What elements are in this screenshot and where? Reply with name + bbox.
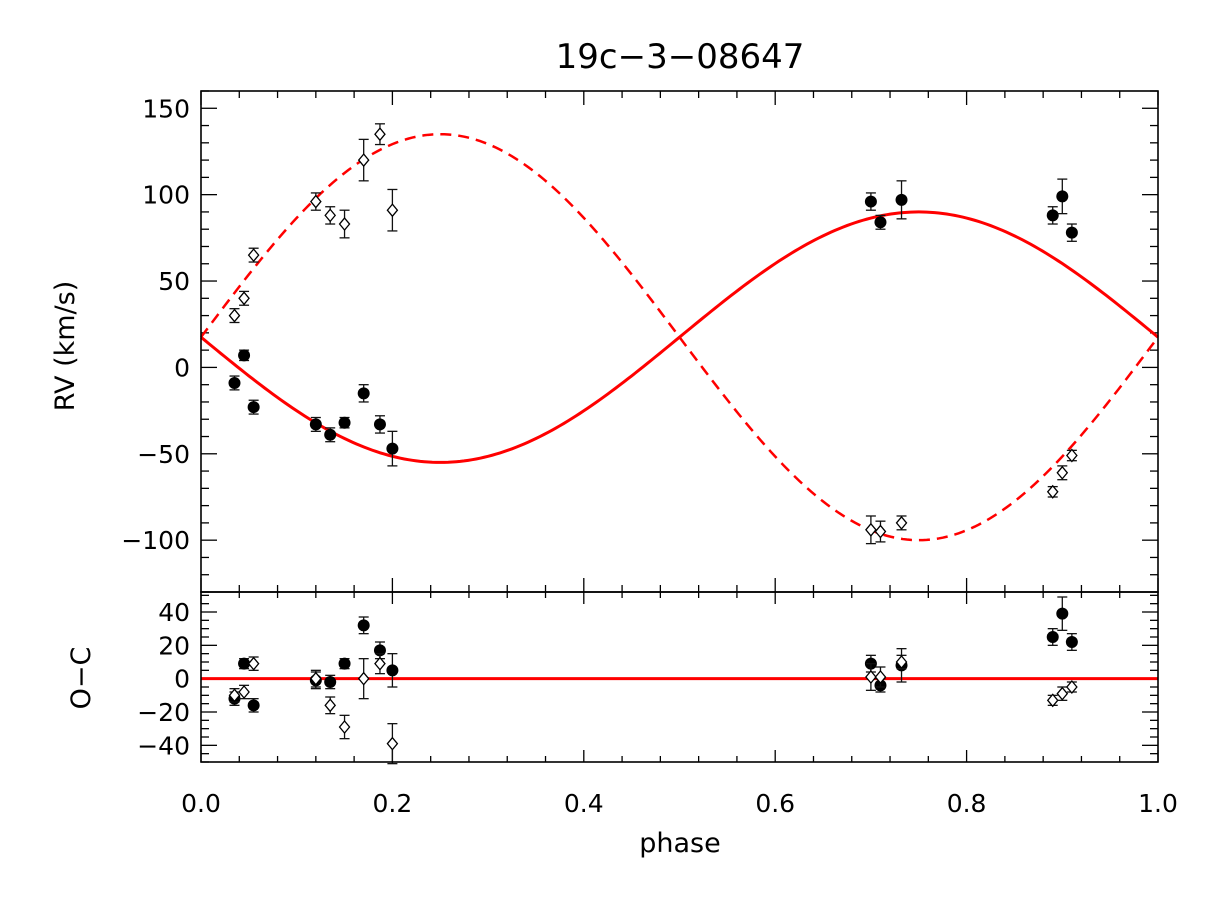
secondary-point — [338, 719, 351, 735]
secondary-point — [374, 656, 386, 671]
secondary-point — [1066, 679, 1078, 695]
primary-point — [238, 349, 251, 362]
residual-plot-frame — [200, 591, 1159, 763]
secondary-point — [238, 684, 250, 700]
y-tick-label: 40 — [158, 598, 190, 627]
secondary-point — [309, 671, 322, 686]
x-tick-label: 0.2 — [373, 789, 413, 818]
secondary-point — [865, 669, 877, 685]
rv-y-tick-labels: 150 100 50 0 −50 −100 — [121, 94, 190, 555]
primary-point — [1065, 226, 1078, 239]
residual-y-axis-label: O−C — [66, 647, 97, 710]
secondary-point — [238, 291, 250, 306]
secondary-point — [247, 656, 260, 671]
x-tick-labels: 0.0 0.2 0.4 0.6 0.8 1.0 — [181, 789, 1178, 818]
primary-point — [386, 664, 399, 677]
x-tick-label: 0.8 — [947, 789, 987, 818]
primary-point — [1056, 607, 1069, 620]
residual-panel: 40 20 0 −20 −40 — [137, 591, 1159, 765]
x-axis-label: phase — [639, 828, 720, 859]
x-tick-label: 0.4 — [564, 789, 604, 818]
residual-data-points — [228, 596, 1078, 765]
secondary-point — [895, 654, 908, 670]
primary-point — [338, 416, 351, 429]
rv-data-points — [228, 123, 1078, 545]
x-tick-label: 1.0 — [1138, 789, 1178, 818]
secondary-point — [874, 669, 887, 685]
rv-plot-frame — [200, 90, 1159, 593]
secondary-point — [324, 698, 337, 713]
primary-point — [1046, 209, 1059, 222]
secondary-point — [228, 308, 241, 323]
secondary-point — [1046, 693, 1059, 708]
secondary-point — [357, 153, 370, 168]
x-tick-label: 0.0 — [181, 789, 221, 818]
x-tick-label: 0.6 — [755, 789, 795, 818]
secondary-point — [386, 203, 399, 218]
primary-point — [324, 428, 337, 441]
secondary-point — [865, 522, 877, 537]
primary-point — [357, 619, 370, 632]
primary-point — [324, 676, 337, 688]
primary-point — [247, 401, 260, 414]
y-tick-label: −100 — [121, 526, 190, 555]
secondary-point — [338, 217, 351, 232]
secondary-point — [386, 736, 399, 751]
primary-point — [1065, 636, 1078, 648]
rv-axis-ticks — [200, 90, 1159, 593]
y-tick-label: −50 — [137, 440, 190, 469]
y-tick-label: −20 — [137, 698, 190, 727]
primary-point — [373, 418, 386, 431]
secondary-point — [895, 515, 908, 530]
secondary-point — [357, 671, 370, 686]
secondary-point — [374, 127, 386, 142]
secondary-point — [309, 194, 322, 209]
secondary-point — [1056, 686, 1069, 701]
y-tick-label: 0 — [174, 353, 190, 382]
secondary-point — [1066, 448, 1078, 463]
secondary-point — [874, 524, 887, 539]
secondary-point — [1056, 465, 1069, 480]
secondary-point — [324, 208, 337, 223]
y-tick-label: 20 — [158, 631, 190, 660]
primary-point — [874, 216, 887, 229]
primary-point — [247, 699, 260, 712]
primary-model-curve — [200, 210, 1159, 464]
y-tick-label: 0 — [174, 665, 190, 694]
secondary-point — [228, 688, 241, 703]
primary-point — [309, 418, 322, 431]
y-tick-label: 150 — [142, 94, 190, 123]
primary-point — [386, 442, 399, 455]
primary-point — [238, 657, 251, 670]
primary-point — [1046, 631, 1059, 643]
primary-point — [895, 193, 908, 206]
secondary-point — [1046, 484, 1059, 499]
primary-point — [357, 387, 370, 400]
residual-y-tick-labels: 40 20 0 −20 −40 — [137, 598, 190, 760]
secondary-point — [247, 248, 260, 263]
primary-point — [338, 657, 351, 670]
rv-panel: 150 100 50 0 −50 −100 — [121, 90, 1159, 593]
primary-point — [1056, 190, 1069, 203]
y-tick-label: 100 — [142, 181, 190, 210]
primary-point — [228, 376, 241, 389]
primary-point — [864, 195, 877, 208]
rv-y-axis-label: RV (km/s) — [50, 281, 81, 412]
chart-title: 19c−3−08647 — [556, 37, 805, 77]
y-tick-label: 50 — [158, 267, 190, 296]
y-tick-label: −40 — [137, 731, 190, 760]
